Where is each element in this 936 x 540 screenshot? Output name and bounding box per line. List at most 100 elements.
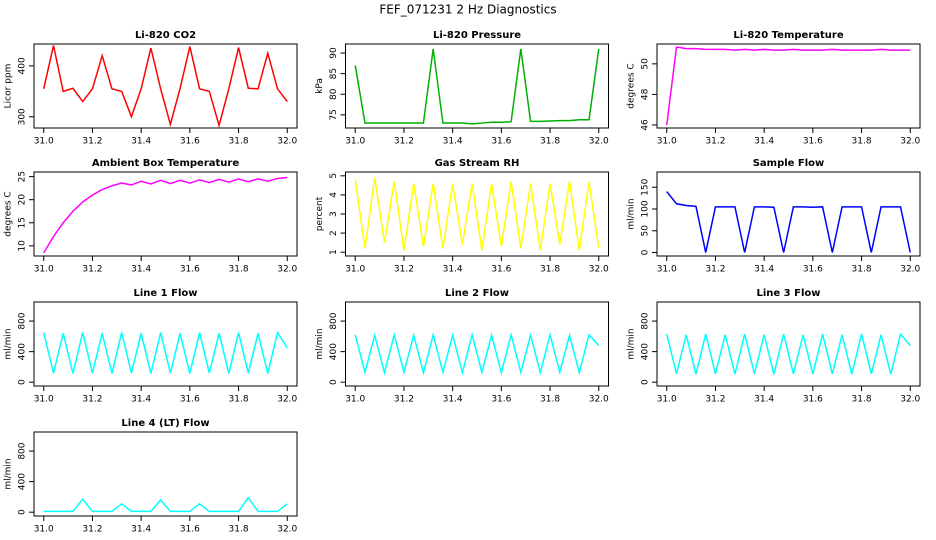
plot-frame (33, 301, 298, 387)
x-tick-label: 31.2 (82, 137, 102, 147)
panel-title: Li-820 Pressure (433, 30, 521, 41)
y-tick-label: 0 (18, 379, 28, 385)
x-tick-label: 31.8 (852, 137, 872, 147)
y-tick-label: 0 (329, 379, 339, 385)
x-tick-label: 31.0 (34, 525, 54, 535)
x-tick-label: 31.8 (540, 265, 560, 275)
x-tick-label: 31.0 (657, 265, 677, 275)
panel-title: Line 2 Flow (445, 288, 509, 299)
data-line (666, 332, 911, 375)
x-tick-label: 31.0 (657, 137, 677, 147)
data-line (43, 176, 288, 254)
x-tick-label: 31.2 (394, 395, 414, 405)
x-tick-label: 31.8 (229, 265, 249, 275)
x-tick-label: 32.0 (277, 265, 297, 275)
data-line (43, 330, 288, 374)
x-tick-label: 32.0 (589, 137, 609, 147)
x-tick-label: 31.0 (657, 395, 677, 405)
panel-title: Ambient Box Temperature (92, 158, 239, 169)
x-tick-label: 31.8 (540, 137, 560, 147)
y-axis-label: ml/min (315, 328, 325, 359)
plot-frame (656, 301, 921, 387)
y-axis-label: degrees C (4, 191, 14, 236)
x-tick-label: 31.6 (803, 137, 823, 147)
y-tick-label: 15 (18, 217, 28, 228)
x-tick-label: 31.6 (180, 137, 200, 147)
y-tick-label: 85 (329, 68, 339, 79)
y-tick-label: 800 (641, 312, 651, 329)
x-tick-label: 31.6 (803, 265, 823, 275)
plot-frame (33, 171, 298, 257)
y-tick-label: 50 (641, 225, 651, 237)
panel-title: Li-820 CO2 (135, 30, 196, 41)
x-tick-label: 31.6 (803, 395, 823, 405)
y-axis-label: ml/min (627, 328, 637, 359)
panel-title: Sample Flow (753, 158, 825, 169)
y-tick-label: 20 (18, 194, 28, 206)
y-axis-label: ml/min (4, 458, 14, 489)
y-tick-label: 400 (329, 343, 339, 360)
plot-frame (656, 43, 921, 129)
y-tick-label: 10 (18, 240, 28, 252)
x-tick-label: 32.0 (900, 395, 920, 405)
y-tick-label: 3 (329, 211, 339, 217)
x-tick-label: 32.0 (277, 137, 297, 147)
x-tick-label: 31.8 (540, 395, 560, 405)
data-line (665, 46, 911, 126)
y-tick-label: 400 (18, 473, 28, 490)
y-tick-label: 5 (329, 173, 339, 179)
y-tick-label: 46 (641, 119, 651, 131)
plot-frame (345, 43, 609, 129)
plot-frame (345, 171, 609, 257)
x-tick-label: 32.0 (589, 395, 609, 405)
y-tick-label: 25 (18, 171, 28, 182)
plot-frame (33, 431, 298, 517)
data-line (666, 191, 911, 253)
x-tick-label: 31.4 (443, 137, 463, 147)
x-tick-label: 31.2 (82, 525, 102, 535)
data-line (354, 331, 600, 376)
x-tick-label: 31.4 (443, 395, 463, 405)
plot-frame (345, 301, 609, 387)
y-tick-label: 800 (18, 442, 28, 459)
x-tick-label: 32.0 (900, 265, 920, 275)
x-tick-label: 31.2 (705, 395, 725, 405)
plot-frame (656, 171, 921, 257)
y-axis-label: degrees C (627, 63, 637, 108)
x-tick-label: 31.8 (852, 395, 872, 405)
y-tick-label: 90 (329, 47, 339, 59)
y-tick-label: 300 (18, 108, 28, 125)
y-tick-label: 50 (641, 58, 651, 70)
x-tick-label: 31.2 (705, 137, 725, 147)
x-tick-label: 31.4 (131, 525, 151, 535)
y-axis-label: ml/min (627, 198, 637, 229)
x-tick-label: 32.0 (277, 525, 297, 535)
x-tick-label: 31.2 (82, 265, 102, 275)
y-tick-label: 0 (641, 249, 651, 255)
x-tick-label: 31.0 (34, 395, 54, 405)
x-tick-label: 31.4 (131, 395, 151, 405)
x-tick-label: 31.4 (754, 265, 774, 275)
figure-title: FEF_071231 2 Hz Diagnostics (379, 3, 556, 17)
x-tick-label: 32.0 (900, 137, 920, 147)
y-tick-label: 75 (329, 109, 339, 120)
y-tick-label: 100 (641, 200, 651, 217)
x-tick-label: 32.0 (277, 395, 297, 405)
x-tick-label: 31.8 (229, 525, 249, 535)
x-tick-label: 31.2 (394, 265, 414, 275)
y-tick-label: 400 (641, 343, 651, 360)
y-tick-label: 4 (329, 192, 339, 198)
x-tick-label: 31.2 (82, 395, 102, 405)
x-tick-label: 31.8 (852, 265, 872, 275)
plot-frame (33, 43, 298, 129)
panel-title: Line 4 (LT) Flow (121, 418, 209, 429)
x-tick-label: 31.2 (394, 137, 414, 147)
x-tick-label: 31.6 (180, 395, 200, 405)
x-tick-label: 31.0 (34, 137, 54, 147)
x-tick-label: 31.6 (180, 265, 200, 275)
y-tick-label: 400 (18, 57, 28, 74)
panel-title: Gas Stream RH (435, 158, 520, 169)
x-tick-label: 31.4 (443, 265, 463, 275)
y-tick-label: 400 (18, 343, 28, 360)
